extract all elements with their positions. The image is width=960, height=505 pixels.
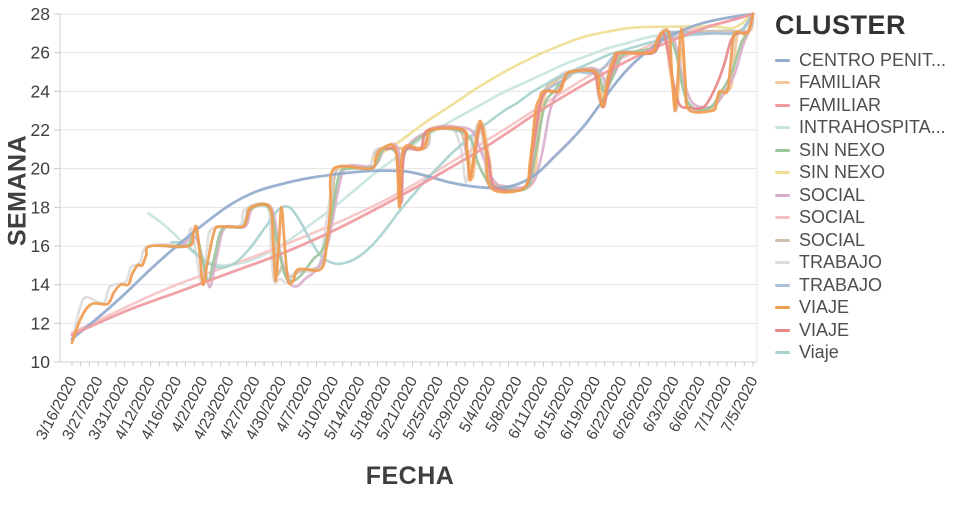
- y-tick-label: 12: [31, 313, 50, 333]
- series-line-5-sin-nexo[interactable]: [371, 12, 755, 161]
- legend-item-13[interactable]: Viaje: [775, 342, 960, 363]
- legend-swatch-icon: [775, 328, 790, 332]
- legend-swatch-icon: [775, 306, 790, 310]
- legend-item-10[interactable]: TRABAJO: [775, 274, 960, 295]
- legend-swatch-icon: [775, 81, 790, 85]
- legend-item-label: SIN NEXO: [799, 139, 886, 160]
- legend-item-12[interactable]: VIAJE: [775, 319, 960, 340]
- legend-swatch-icon: [775, 261, 790, 265]
- legend-item-6[interactable]: SOCIAL: [775, 184, 960, 205]
- legend: CLUSTER CENTRO PENIT... FAMILIAR FAMILIAR I…: [775, 10, 960, 362]
- legend-title: CLUSTER: [775, 10, 906, 40]
- y-tick-label: 28: [31, 4, 50, 24]
- legend-item-2[interactable]: FAMILIAR: [775, 94, 960, 115]
- legend-item-5[interactable]: SIN NEXO: [775, 162, 960, 183]
- series-line-10-centro-penitenciario[interactable]: [70, 12, 755, 341]
- legend-item-label: FAMILIAR: [799, 72, 882, 93]
- legend-item-label: TRABAJO: [799, 252, 883, 273]
- legend-swatch-icon: [775, 351, 790, 355]
- series-line-11-familiar[interactable]: [70, 12, 755, 337]
- x-axis-title: FECHA: [365, 462, 455, 490]
- legend-swatch-icon: [775, 171, 790, 175]
- legend-item-label: Viaje: [799, 342, 839, 363]
- legend-item-label: TRABAJO: [799, 274, 883, 295]
- legend-swatch-icon: [775, 283, 790, 287]
- y-tick-label: 18: [31, 197, 50, 217]
- series-line-1-trabajo[interactable]: [70, 12, 755, 342]
- y-tick-label: 14: [31, 275, 51, 295]
- legend-item-11[interactable]: VIAJE: [775, 297, 960, 318]
- y-axis-title: SEMANA: [3, 134, 32, 247]
- y-tick-label: 22: [31, 120, 50, 140]
- legend-swatch-icon: [775, 148, 790, 152]
- legend-item-8[interactable]: SOCIAL: [775, 229, 960, 250]
- legend-swatch-icon: [775, 103, 790, 107]
- legend-item-label: FAMILIAR: [799, 94, 882, 115]
- y-tick-label: 24: [31, 81, 51, 101]
- legend-swatch-icon: [775, 216, 790, 220]
- legend-item-4[interactable]: SIN NEXO: [775, 139, 960, 160]
- y-tick-label: 26: [31, 43, 50, 63]
- legend-swatch-icon: [775, 193, 790, 197]
- legend-item-label: INTRAHOSPITA...: [799, 117, 946, 138]
- legend-item-label: VIAJE: [799, 297, 850, 318]
- legend-swatch-icon: [775, 126, 790, 130]
- legend-item-label: SIN NEXO: [799, 162, 886, 183]
- legend-item-3[interactable]: INTRAHOSPITA...: [775, 117, 960, 138]
- legend-item-label: CENTRO PENIT...: [799, 49, 947, 70]
- series-group: [70, 12, 755, 345]
- y-tick-label: 20: [31, 159, 51, 179]
- series-line-6-viaje[interactable]: [170, 12, 755, 269]
- legend-item-9[interactable]: TRABAJO: [775, 252, 960, 273]
- legend-item-1[interactable]: FAMILIAR: [775, 72, 960, 93]
- legend-swatch-icon: [775, 238, 790, 242]
- legend-item-label: VIAJE: [799, 319, 850, 340]
- legend-swatch-icon: [775, 58, 790, 62]
- legend-item-label: SOCIAL: [799, 207, 866, 228]
- legend-item-7[interactable]: SOCIAL: [775, 207, 960, 228]
- y-tick-label: 10: [31, 352, 51, 372]
- legend-item-label: SOCIAL: [799, 229, 866, 250]
- series-line-13-viaje[interactable]: [70, 12, 755, 345]
- legend-items: CENTRO PENIT... FAMILIAR FAMILIAR INTRAHOSP…: [775, 49, 960, 363]
- legend-item-label: SOCIAL: [799, 184, 866, 205]
- legend-item-0[interactable]: CENTRO PENIT...: [775, 49, 960, 70]
- y-tick-label: 16: [31, 236, 50, 256]
